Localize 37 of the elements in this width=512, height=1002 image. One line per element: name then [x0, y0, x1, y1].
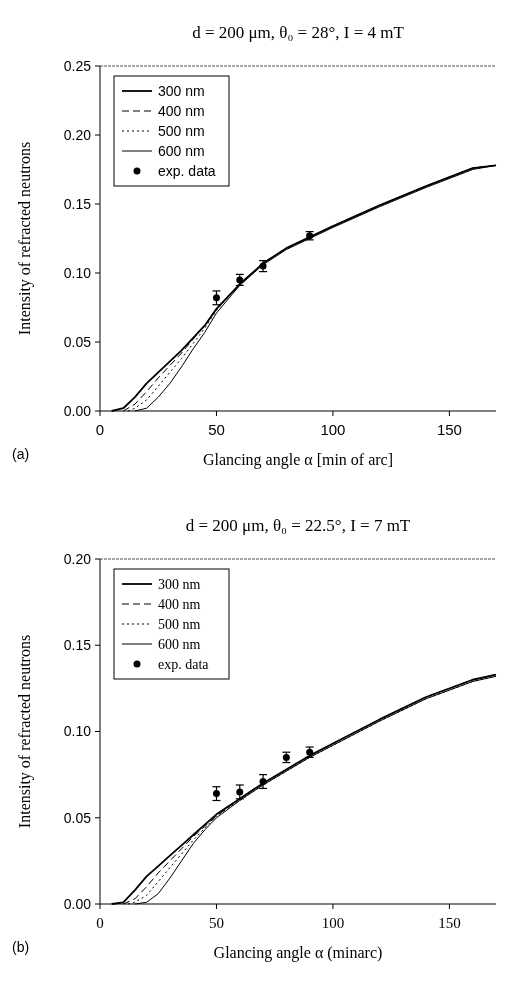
y-tick-label: 0.05 [63, 809, 92, 826]
text: (a) [12, 446, 30, 462]
legend-label: exp. data [158, 162, 216, 179]
chart-title: d = 200 μm, θ₀ = 28°, I = 4 mT [192, 23, 405, 42]
y-tick-label: 0.20 [63, 126, 92, 143]
legend-label: 600 nm [158, 142, 205, 159]
legend-label: 300 nm [158, 576, 201, 592]
x-axis-title: Glancing angle α [min of arc] [202, 451, 394, 469]
x-tick-label: 150 [438, 915, 461, 931]
y-tick-label: 0.00 [63, 402, 92, 419]
x-tick-label: 100 [320, 421, 346, 438]
y-tick-label: 0.25 [63, 57, 92, 74]
y-tick-label: 0.20 [63, 550, 92, 567]
legend-label: 400 nm [158, 102, 205, 119]
y-tick-label: 0.05 [63, 333, 92, 350]
y-tick-label: 0.10 [63, 723, 92, 740]
y-tick-label: 0.15 [63, 195, 92, 212]
y-axis-title: Intensity of refracted neutrons [16, 634, 34, 829]
legend-label: 500 nm [158, 122, 205, 139]
y-tick-label: 0.15 [63, 637, 92, 654]
x-tick-label: 0 [95, 421, 105, 438]
x-tick-label: 0 [96, 915, 104, 931]
chart-title: d = 200 μm, θ₀ = 22.5°, I = 7 mT [185, 516, 411, 535]
x-tick-label: 50 [208, 421, 225, 438]
x-tick-label: 150 [436, 421, 462, 438]
y-tick-label: 0.10 [63, 264, 92, 281]
legend-label: 300 nm [158, 82, 205, 99]
x-tick-label: 50 [208, 915, 224, 931]
legend-label: 400 nm [158, 596, 201, 612]
legend-label: 600 nm [158, 636, 201, 652]
x-tick-label: 100 [321, 915, 345, 931]
legend-label: 500 nm [158, 616, 201, 632]
legend-label: exp. data [158, 656, 210, 672]
x-axis-title: Glancing angle α (minarc) [213, 944, 383, 962]
y-axis-title: Intensity of refracted neutrons [16, 141, 34, 336]
text: (b) [12, 939, 30, 955]
y-tick-label: 0.00 [63, 895, 92, 912]
